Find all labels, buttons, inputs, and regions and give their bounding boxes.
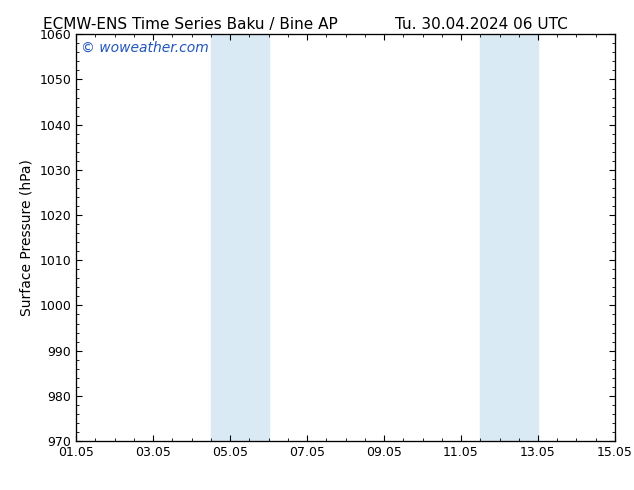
Bar [480, 34, 538, 441]
Text: Tu. 30.04.2024 06 UTC: Tu. 30.04.2024 06 UTC [396, 17, 568, 32]
Bar [210, 34, 269, 441]
Text: © woweather.com: © woweather.com [81, 40, 209, 54]
Y-axis label: Surface Pressure (hPa): Surface Pressure (hPa) [20, 159, 34, 316]
Text: ECMW-ENS Time Series Baku / Bine AP: ECMW-ENS Time Series Baku / Bine AP [43, 17, 337, 32]
